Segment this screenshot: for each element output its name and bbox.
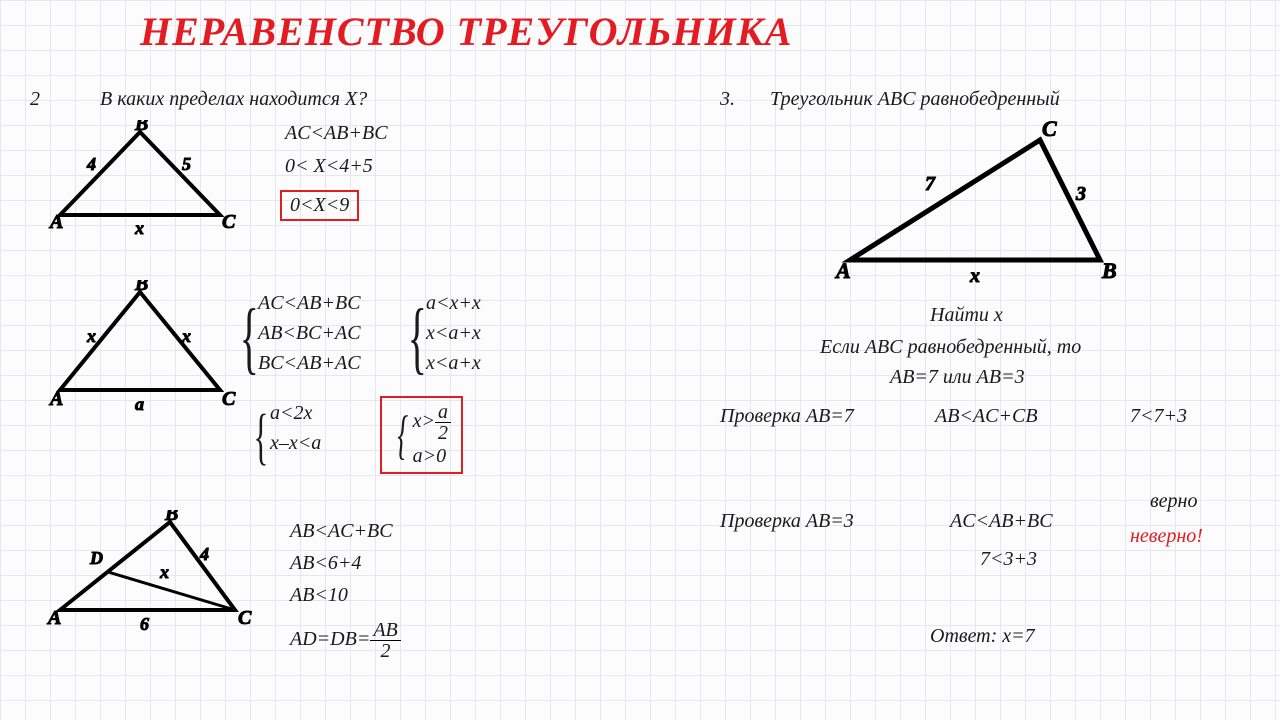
svg-text:C: C [222, 211, 236, 233]
svg-text:6: 6 [140, 614, 149, 634]
eq-t2-s1-2: AB<BC+AC [258, 322, 361, 345]
svg-text:A: A [834, 258, 851, 283]
brace-icon: { [408, 293, 427, 384]
verdict-bad: неверно! [1130, 525, 1203, 548]
check2-label: Проверка AB=3 [720, 510, 854, 533]
problem-3-number: 3. [720, 88, 735, 111]
eq-t2-s1-1: AC<AB+BC [258, 292, 361, 315]
svg-text:C: C [222, 388, 236, 410]
eq-t3-1: AB<AC+BC [290, 520, 393, 543]
svg-text:A: A [48, 211, 63, 233]
eq-t3-frac: AD=DB=AB2 [290, 620, 401, 661]
svg-text:A: A [48, 388, 63, 410]
svg-text:C: C [238, 607, 252, 629]
svg-text:x: x [134, 218, 144, 238]
svg-text:3: 3 [1075, 183, 1086, 205]
eq-t2-s2-2: x–x<a [270, 432, 321, 455]
eq-t3-3: AB<10 [290, 584, 348, 607]
answer-t2: { x>a2 a>0 [380, 396, 463, 474]
eq-t3-2: AB<6+4 [290, 552, 361, 575]
triangle-2-3: A B C D 4 6 x [40, 510, 260, 640]
check2-eq: AC<AB+BC [950, 510, 1053, 533]
brace-icon: { [253, 402, 268, 473]
cond-2: AB=7 или AB=3 [890, 366, 1025, 389]
svg-text:D: D [89, 548, 103, 568]
svg-text:B: B [134, 280, 148, 295]
svg-text:C: C [1042, 120, 1057, 141]
find-x: Найти x [930, 304, 1003, 327]
svg-text:A: A [46, 607, 61, 629]
svg-text:B: B [1101, 258, 1117, 283]
eq-t1-1: AC<AB+BC [285, 122, 388, 145]
svg-text:x: x [969, 265, 980, 287]
eq-t2-s2-1: a<2x [270, 402, 312, 425]
triangle-2-2: A B C x x a [40, 280, 240, 420]
svg-text:4: 4 [86, 154, 96, 174]
svg-text:7: 7 [925, 173, 936, 195]
answer-p3: Ответ: x=7 [930, 625, 1035, 648]
eq-t2-s1-3: BC<AB+AC [258, 352, 361, 375]
eq-t2-s1b-2: x<a+x [426, 322, 481, 345]
triangle-2-1: A B C 4 5 x [40, 120, 240, 240]
eq-t2-s1b-3: x<a+x [426, 352, 481, 375]
cond-1: Если ABC равнобедренный, то [820, 336, 1081, 359]
check1-label: Проверка AB=7 [720, 405, 854, 428]
svg-text:B: B [134, 120, 148, 135]
svg-text:x: x [181, 326, 191, 346]
verdict-ok: верно [1150, 490, 1197, 513]
problem-2-question: В каких пределах находится X? [100, 88, 367, 111]
svg-text:x: x [86, 326, 96, 346]
svg-text:B: B [164, 510, 178, 525]
eq-t1-2: 0< X<4+5 [285, 155, 373, 178]
brace-icon: { [240, 293, 259, 384]
problem-2-number: 2 [30, 88, 40, 111]
page-title: НЕРАВЕНСТВО ТРЕУГОЛЬНИКА [140, 8, 792, 55]
answer-t1: 0<X<9 [280, 190, 359, 221]
eq-t2-s1b-1: a<x+x [426, 292, 481, 315]
svg-text:a: a [135, 394, 144, 414]
check1-num: 7<7+3 [1130, 405, 1187, 428]
triangle-3: A C B 7 3 x [830, 120, 1130, 290]
svg-text:4: 4 [199, 544, 209, 564]
svg-text:5: 5 [182, 154, 191, 174]
problem-3-question: Треугольник ABC равнобедренный [770, 88, 1060, 111]
svg-text:x: x [159, 562, 169, 582]
check2-num: 7<3+3 [980, 548, 1037, 571]
check1-eq: AB<AC+CB [935, 405, 1038, 428]
